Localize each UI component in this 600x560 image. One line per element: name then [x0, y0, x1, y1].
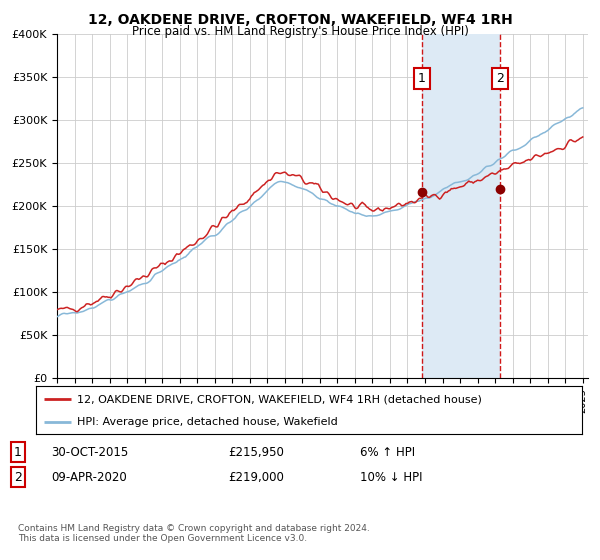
Text: 2: 2	[496, 72, 504, 85]
Text: £219,000: £219,000	[228, 470, 284, 484]
Text: 12, OAKDENE DRIVE, CROFTON, WAKEFIELD, WF4 1RH: 12, OAKDENE DRIVE, CROFTON, WAKEFIELD, W…	[88, 13, 512, 27]
Text: 6% ↑ HPI: 6% ↑ HPI	[360, 446, 415, 459]
Text: £215,950: £215,950	[228, 446, 284, 459]
Text: 09-APR-2020: 09-APR-2020	[51, 470, 127, 484]
Text: 1: 1	[418, 72, 426, 85]
Text: Contains HM Land Registry data © Crown copyright and database right 2024.
This d: Contains HM Land Registry data © Crown c…	[18, 524, 370, 543]
Bar	[422, 34, 500, 378]
Text: 30-OCT-2015: 30-OCT-2015	[51, 446, 128, 459]
Text: 2: 2	[14, 470, 22, 484]
Text: Price paid vs. HM Land Registry's House Price Index (HPI): Price paid vs. HM Land Registry's House …	[131, 25, 469, 38]
Text: 12, OAKDENE DRIVE, CROFTON, WAKEFIELD, WF4 1RH (detached house): 12, OAKDENE DRIVE, CROFTON, WAKEFIELD, W…	[77, 394, 482, 404]
Text: 1: 1	[14, 446, 22, 459]
Text: HPI: Average price, detached house, Wakefield: HPI: Average price, detached house, Wake…	[77, 417, 338, 427]
Text: 10% ↓ HPI: 10% ↓ HPI	[360, 470, 422, 484]
